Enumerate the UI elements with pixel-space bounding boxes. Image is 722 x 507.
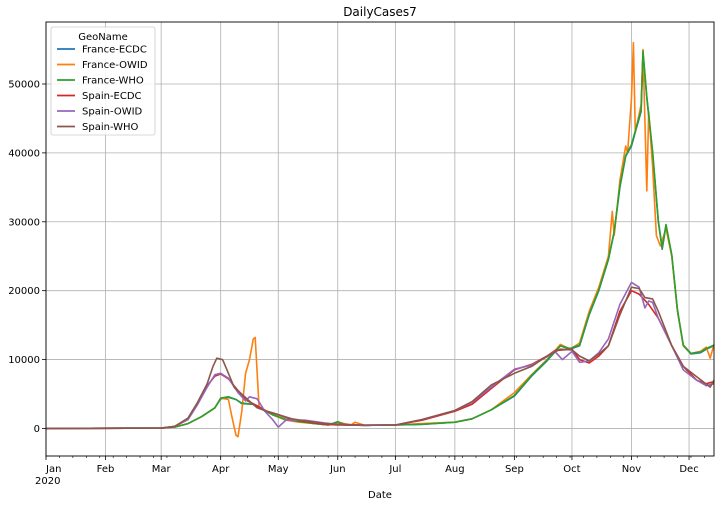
legend-label: Spain-ECDC	[82, 91, 142, 102]
x-tick-label: Feb	[97, 464, 115, 475]
x-axis-title: Date	[368, 490, 392, 501]
legend-label: Spain-OWID	[82, 107, 143, 118]
legend-title: GeoName	[78, 32, 128, 43]
x-tick-label: Jan	[45, 464, 61, 475]
x-tick-label: Aug	[445, 464, 465, 475]
series-line-france-who	[45, 50, 715, 430]
grid	[45, 22, 714, 456]
legend-box	[50, 26, 156, 136]
y-tick-label: 30000	[8, 217, 40, 228]
legend-label: France-ECDC	[82, 45, 147, 56]
x-tick-label: Mar	[152, 464, 172, 475]
x-tick-label: Nov	[622, 464, 642, 475]
x-tick-label: Sep	[505, 464, 524, 475]
y-tick-label: 20000	[8, 286, 40, 297]
y-tick-label: 0	[34, 424, 40, 435]
legend-label: France-WHO	[82, 76, 144, 87]
legend-label: Spain-WHO	[82, 122, 139, 133]
series-line-spain-who	[45, 286, 715, 430]
y-tick-label: 40000	[8, 148, 40, 159]
x-tick-label: Oct	[563, 464, 580, 475]
x-tick-year-label: 2020	[35, 476, 60, 487]
x-tick-label: May	[268, 464, 289, 475]
series-layer	[45, 41, 715, 438]
x-tick-label: Apr	[212, 464, 230, 475]
y-tick-label: 10000	[8, 355, 40, 366]
x-tick-label: Dec	[679, 464, 698, 475]
x-tick-label: Jul	[388, 464, 401, 475]
y-axis: 0 10000 20000 30000 40000 50000	[8, 80, 46, 435]
x-tick-label: Jun	[329, 464, 346, 475]
series-line-france-owid	[45, 41, 715, 438]
chart-title: DailyCases7	[343, 5, 417, 19]
legend: GeoName France-ECDC France-OWID France-WHO S…	[50, 26, 156, 136]
legend-label: France-OWID	[82, 60, 148, 71]
plot-frame	[45, 21, 715, 457]
y-tick-label: 50000	[8, 80, 40, 91]
